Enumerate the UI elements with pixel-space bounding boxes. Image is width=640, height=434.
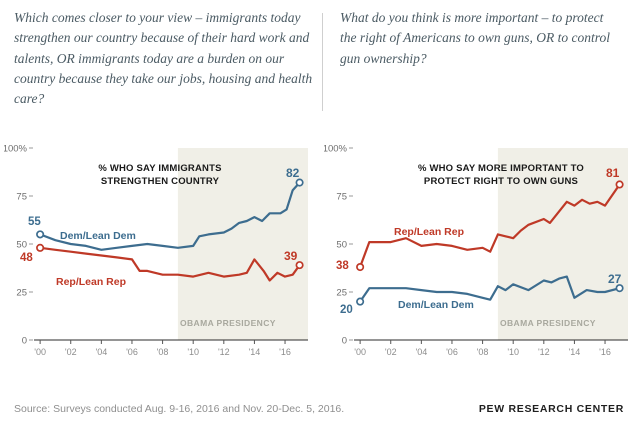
value-label-dem-start: 55 [28, 216, 41, 228]
y-tick-label: 50 [16, 240, 27, 251]
series-label-dem: Dem/Lean Dem [60, 230, 136, 242]
y-tick-label: 75 [16, 192, 27, 203]
obama-presidency-label: OBAMA PRESIDENCY [180, 318, 276, 328]
x-tick-label: '04 [415, 347, 427, 357]
x-tick-label: '04 [95, 347, 107, 357]
endpoint-marker [615, 180, 624, 189]
endpoint-marker [36, 230, 45, 239]
x-tick-label: '12 [538, 347, 550, 357]
endpoint-marker [295, 261, 304, 270]
endpoint-marker [356, 262, 365, 272]
endpoint-marker [356, 297, 365, 306]
x-tick-label: '08 [477, 347, 489, 357]
pew-research-center-brand: PEW RESEARCH CENTER [478, 403, 624, 415]
x-tick-label: '10 [507, 347, 519, 357]
x-tick-label: '10 [187, 347, 199, 357]
value-label-rep-start: 38 [336, 260, 349, 272]
x-tick-label: '02 [65, 347, 77, 357]
series-line [38, 246, 301, 282]
x-tick-label: '02 [385, 347, 397, 357]
series-line [38, 181, 301, 251]
y-tick-label: 50 [336, 240, 347, 251]
x-tick-label: '16 [599, 347, 611, 357]
chart-title-gun-rights: % WHO SAY MORE IMPORTANT TO PROTECT RIGH… [417, 163, 585, 188]
x-tick-label: '12 [218, 347, 230, 357]
source-note: Source: Surveys conducted Aug. 9-16, 201… [14, 403, 345, 415]
y-tick-label: 0 [342, 336, 347, 347]
series-label-rep: Rep/Lean Rep [56, 276, 127, 288]
presidency-shading [177, 148, 308, 340]
x-tick-label: '14 [249, 347, 261, 357]
y-tick-label: 75 [336, 192, 347, 203]
question-divider [322, 13, 323, 111]
endpoint-marker [615, 284, 624, 293]
x-tick-label: '00 [34, 347, 46, 357]
value-label-dem-start: 20 [340, 304, 353, 316]
x-tick-label: '00 [354, 347, 366, 357]
gun-rights-line-chart: 0 25 50 75 100% '00 '02 '04 '06 '08 '10 '12 '14 '16 [324, 144, 628, 357]
series-label-rep: Rep/Lean Rep [394, 226, 465, 238]
value-label-dem-end: 82 [286, 166, 300, 180]
y-tick-label: 25 [336, 288, 347, 299]
value-label-rep-end: 39 [284, 249, 298, 263]
x-tick-label: '16 [279, 347, 291, 357]
y-tick-label: 100% [4, 144, 28, 155]
question-guns: What do you think is more important – to… [340, 10, 610, 66]
question-immigration: Which comes closer to your view – immigr… [14, 10, 313, 106]
value-label-rep-start: 48 [20, 252, 33, 264]
y-tick-label: 0 [22, 336, 27, 347]
series-line [358, 183, 621, 269]
chart-title-immigration: % WHO SAY IMMIGRANTS STRENGTHEN COUNTRY [98, 163, 222, 188]
y-tick-label: 25 [16, 288, 27, 299]
series-label-dem: Dem/Lean Dem [398, 299, 474, 311]
x-tick-label: '06 [126, 347, 138, 357]
y-tick-label: 100% [324, 144, 348, 155]
presidency-shading [497, 148, 628, 340]
value-label-dem-end: 27 [608, 272, 622, 286]
obama-presidency-label: OBAMA PRESIDENCY [500, 318, 596, 328]
x-tick-label: '06 [446, 347, 458, 357]
series-line [358, 275, 621, 303]
value-label-rep-end: 81 [606, 166, 620, 180]
x-tick-label: '08 [157, 347, 169, 357]
x-tick-label: '14 [569, 347, 581, 357]
endpoint-marker [36, 243, 45, 252]
immigration-line-chart: 0 25 50 75 100% '00 '02 '04 '06 '08 '10 '12 '14 '16 [4, 144, 308, 357]
endpoint-marker [295, 178, 304, 187]
